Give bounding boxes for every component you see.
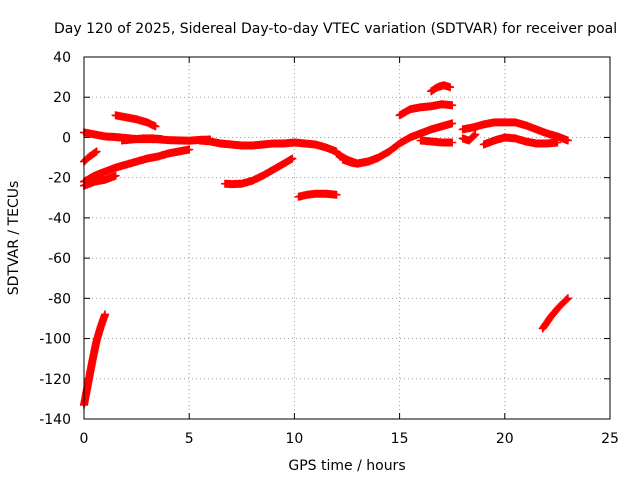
x-tick-label: 25 [601, 431, 619, 447]
series-arc-10 [294, 189, 341, 201]
data-point-markers [538, 294, 572, 333]
data-point-markers [338, 153, 383, 168]
series-arc-16 [458, 118, 572, 145]
y-tick-label: 0 [62, 130, 71, 146]
data-point-markers [111, 111, 160, 131]
grid [84, 57, 610, 419]
series-arc-15 [416, 136, 457, 147]
y-tick-label: -20 [48, 171, 71, 187]
x-tick-label: 15 [391, 431, 409, 447]
plot-frame [83, 56, 611, 420]
data-point-markers [294, 189, 341, 201]
data-point-markers [458, 118, 572, 145]
chart-title: Day 120 of 2025, Sidereal Day-to-day VTE… [54, 21, 617, 37]
data-point-markers [395, 100, 457, 120]
data-points [80, 81, 572, 409]
series-arc-6 [111, 111, 160, 131]
data-point-markers [117, 134, 166, 145]
series-arc-7 [117, 134, 166, 145]
y-tick-label: -100 [39, 332, 71, 348]
y-tick-label: 20 [53, 90, 71, 106]
x-axis-title: GPS time / hours [288, 458, 405, 474]
y-tick-label: -60 [48, 251, 71, 267]
series-arc-12 [338, 153, 383, 168]
data-point-markers [195, 136, 341, 156]
x-tick-label: 20 [496, 431, 514, 447]
series-arc-14 [427, 81, 455, 96]
x-tick-label: 10 [285, 431, 303, 447]
data-point-markers [80, 147, 101, 166]
series-arc-18 [479, 133, 562, 149]
x-tick-label: 0 [80, 431, 89, 447]
data-point-markers [221, 154, 297, 189]
y-tick-label: -40 [48, 211, 71, 227]
x-tick-label: 5 [185, 431, 194, 447]
series-arc-9 [221, 154, 297, 189]
y-axis-title: SDTVAR / TECUs [6, 181, 22, 296]
data-point-markers [479, 133, 562, 149]
y-tick-label: -120 [39, 372, 71, 388]
y-tick-label: 40 [53, 50, 71, 66]
y-tick-label: -80 [48, 291, 71, 307]
series-arc-8 [195, 136, 341, 156]
data-point-markers [416, 136, 457, 147]
data-point-markers [427, 81, 455, 96]
y-tick-label: -140 [39, 412, 71, 428]
axis-ticks: 0 5 10 15 20 25 -140 -120 -100 -80 -60 -40 -20 0 20 40 [39, 50, 619, 447]
series-arc-17 [458, 130, 480, 145]
series-arc-19 [538, 294, 572, 333]
series-arc-13 [395, 100, 457, 120]
series-arc-2 [80, 147, 101, 166]
data-point-markers [458, 130, 480, 145]
